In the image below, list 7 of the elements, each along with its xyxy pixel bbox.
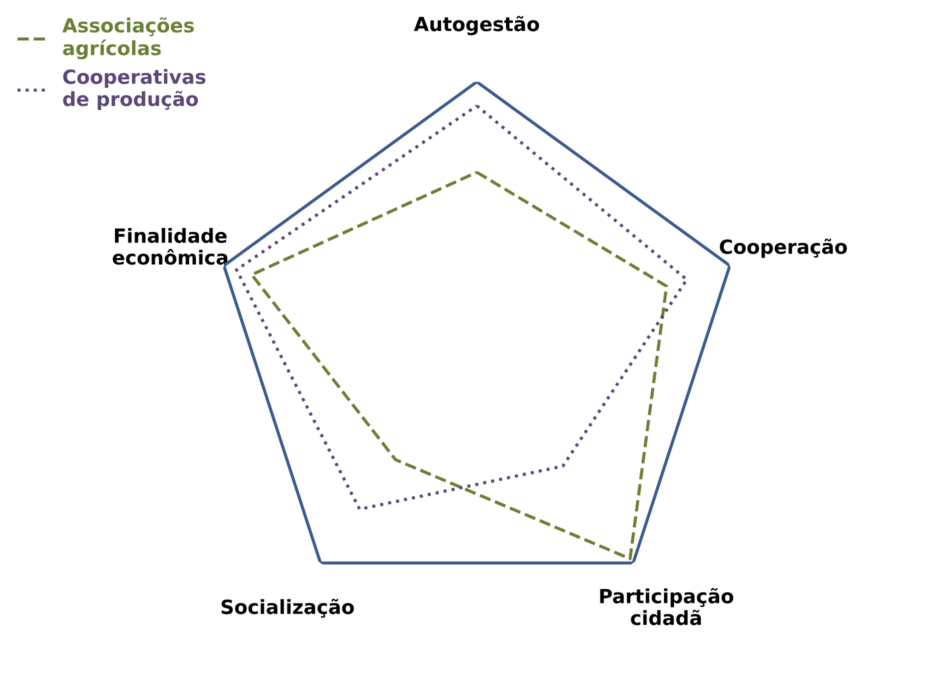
legend-label: Associações agrícolas	[62, 17, 194, 60]
spoke-label: Autogestão	[414, 16, 540, 36]
spoke-label: Cooperação	[720, 238, 847, 258]
legend-label: Cooperativas de produção	[63, 69, 206, 110]
spoke-label: Socialização	[222, 598, 354, 618]
spoke-label: Participação cidadã	[600, 588, 734, 626]
spoke-label: Finalidade econômica	[112, 228, 228, 265]
